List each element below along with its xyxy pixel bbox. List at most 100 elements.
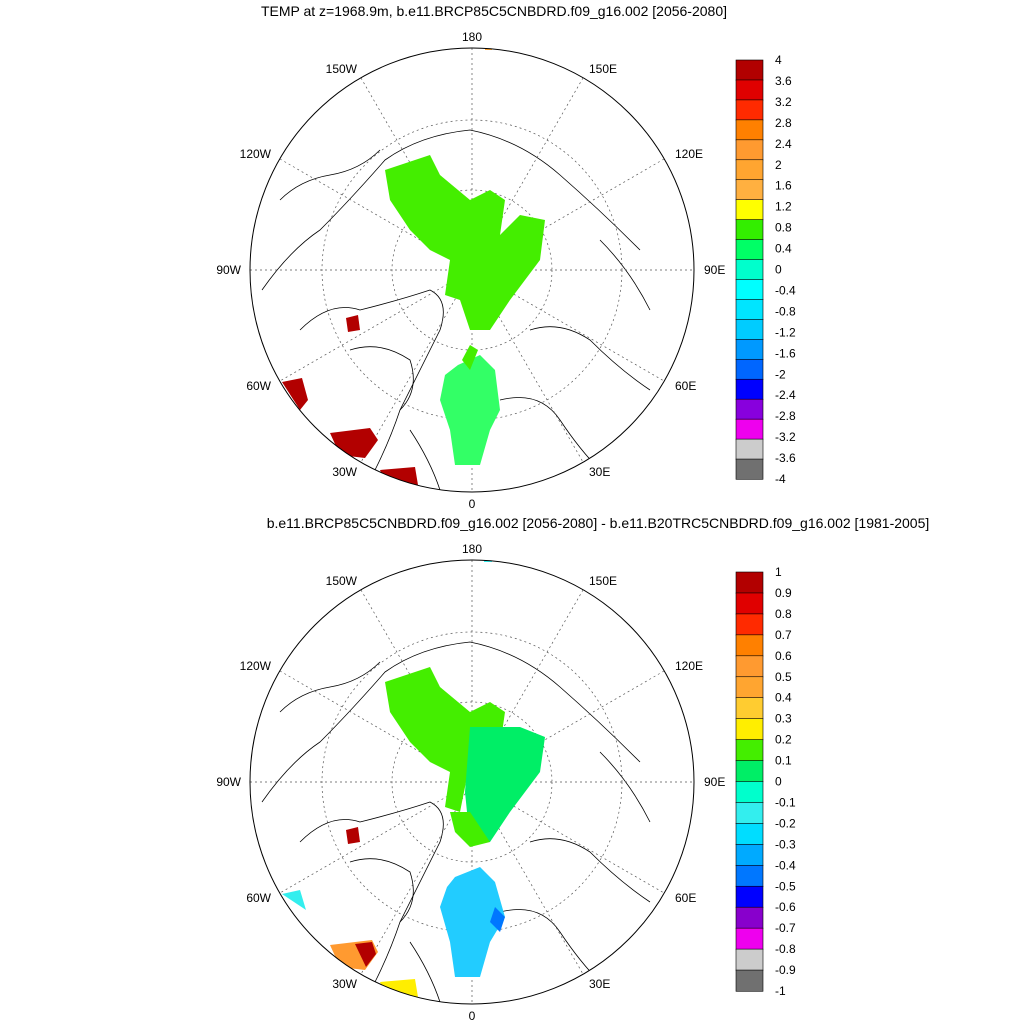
colorbar-swatch xyxy=(735,458,764,480)
colorbar-tick-label: -1.6 xyxy=(775,346,796,360)
colorbar-swatch xyxy=(735,739,764,762)
lon-label-150e: 150E xyxy=(589,574,617,588)
colorbar-swatch xyxy=(735,927,764,950)
colorbar-swatch xyxy=(735,339,764,360)
colorbar-tick-label: -1.2 xyxy=(775,325,796,339)
coastlines xyxy=(261,641,651,1003)
panel1-title: TEMP at z=1968.9m, b.e11.BRCP85C5CNBDRD.… xyxy=(260,3,728,19)
lon-label-150e: 150E xyxy=(589,62,617,76)
lon-label-30e: 30E xyxy=(589,977,610,991)
colorbar-swatch xyxy=(735,969,764,992)
colorbar-swatch xyxy=(735,418,764,440)
colorbar-swatch xyxy=(735,279,764,301)
colorbar-tick-label: -3.6 xyxy=(775,451,796,465)
lon-label-150w: 150W xyxy=(326,62,358,76)
colorbar-tick-label: 0.2 xyxy=(775,733,792,747)
colorbar-tick-label: 0.6 xyxy=(775,649,792,663)
colorbar-tick-label: 1 xyxy=(775,565,782,579)
colorbar-tick-label: 4 xyxy=(775,53,782,67)
lon-label-180: 180 xyxy=(462,542,482,556)
colorbar-swatch xyxy=(735,844,764,866)
colorbar-tick-label: 0.8 xyxy=(775,221,792,235)
colorbar-tick-label: -1 xyxy=(775,984,786,998)
colorbar-tick-label: -0.8 xyxy=(775,942,796,956)
colorbar-tick-label: -2 xyxy=(775,367,786,381)
colorbar-tick-label: -0.9 xyxy=(775,963,796,977)
colorbar-swatch xyxy=(735,259,764,281)
colorbar-swatch xyxy=(735,781,764,804)
colorbar-tick-label: -0.6 xyxy=(775,900,796,914)
colorbar-swatch xyxy=(735,378,764,400)
lon-label-150w: 150W xyxy=(326,574,358,588)
panel2-data-field xyxy=(282,560,545,997)
lon-label-120w: 120W xyxy=(240,659,272,673)
colorbar-tick-label: -0.5 xyxy=(775,879,796,893)
lon-label-30w: 30W xyxy=(332,977,357,991)
colorbar-swatch xyxy=(735,885,764,908)
colorbar-tick-label: 1.6 xyxy=(775,179,792,193)
lon-label-30w: 30W xyxy=(332,465,357,479)
colorbar-tick-label: 3.2 xyxy=(775,95,792,109)
lon-label-120w: 120W xyxy=(240,147,272,161)
colorbar-tick-label: 2.8 xyxy=(775,116,792,130)
colorbar-swatch xyxy=(735,823,764,845)
colorbar-tick-label: 0.9 xyxy=(775,586,792,600)
panel2-polar-map: 180 0 90W 90E 150W 120W 60W 30W 150E 120… xyxy=(216,542,796,1023)
colorbar-swatch xyxy=(735,319,764,340)
lon-label-60w: 60W xyxy=(246,891,271,905)
colorbar-tick-label: 0.4 xyxy=(775,691,792,705)
colorbar-tick-label: 1.2 xyxy=(775,200,792,214)
colorbar-tick-label: 0.3 xyxy=(775,712,792,726)
colorbar-swatch xyxy=(735,948,764,971)
colorbar-tick-label: 0 xyxy=(775,775,782,789)
colorbar-swatch xyxy=(735,119,764,141)
colorbar-swatch xyxy=(735,438,764,460)
colorbar-swatch xyxy=(735,79,764,101)
colorbar-tick-label: 2.4 xyxy=(775,137,792,151)
colorbar-swatch xyxy=(735,199,764,221)
colorbar-tick-label: 3.6 xyxy=(775,74,792,88)
colorbar-tick-label: -0.8 xyxy=(775,304,796,318)
lon-label-90e: 90E xyxy=(704,775,725,789)
panel1-colorbar: 4 3.6 3.2 2.8 2.4 2 1.6 1.2 0.8 0.4 0 -0.4 -0.8 -1.2 -… xyxy=(735,53,796,486)
map-boundary xyxy=(249,47,695,493)
colorbar-swatch xyxy=(735,592,764,615)
colorbar-swatch xyxy=(735,655,764,678)
colorbar-tick-label: -0.7 xyxy=(775,921,796,935)
colorbar-tick-label: 2 xyxy=(775,158,782,172)
lon-label-90w: 90W xyxy=(216,775,241,789)
lon-label-30e: 30E xyxy=(589,465,610,479)
colorbar-tick-label: -3.2 xyxy=(775,430,796,444)
map-boundary xyxy=(249,559,695,1005)
colorbar-swatch xyxy=(735,906,764,929)
lon-label-0: 0 xyxy=(469,1009,476,1023)
colorbar-tick-label: -0.1 xyxy=(775,795,796,809)
colorbar-swatch xyxy=(735,299,764,320)
colorbar-tick-label: -2.8 xyxy=(775,409,796,423)
colorbar-swatch xyxy=(735,179,764,201)
colorbar-tick-label: -0.2 xyxy=(775,816,796,830)
colorbar-swatch xyxy=(735,802,764,825)
lon-label-0: 0 xyxy=(469,497,476,511)
lon-label-60e: 60E xyxy=(675,379,696,393)
colorbar-swatch xyxy=(735,159,764,181)
panel1-polar-map: 180 0 90W 90E 150W 120W 60W 30W 150E 120… xyxy=(216,30,796,511)
colorbar-swatch xyxy=(735,676,764,699)
lon-label-60e: 60E xyxy=(675,891,696,905)
colorbar-tick-label: 0 xyxy=(775,263,782,277)
panel1-longitude-labels: 180 0 90W 90E 150W 120W 60W 30W 150E 120… xyxy=(216,30,725,511)
panel2-longitude-labels: 180 0 90W 90E 150W 120W 60W 30W 150E 120… xyxy=(216,542,725,1023)
panel2-title: b.e11.BRCP85C5CNBDRD.f09_g16.002 [2056-2… xyxy=(266,515,930,531)
colorbar-tick-label: 0.4 xyxy=(775,242,792,256)
colorbar-swatch xyxy=(735,697,764,720)
panel2-colorbar: 1 0.9 0.8 0.7 0.6 0.5 0.4 0.3 0.2 0.1 0 -0.1 -0.2 -0.… xyxy=(735,565,796,998)
colorbar-tick-label: -0.3 xyxy=(775,837,796,851)
lon-label-90w: 90W xyxy=(216,263,241,277)
colorbar-swatch xyxy=(735,59,764,81)
colorbar-tick-label: -4 xyxy=(775,472,786,486)
lon-label-120e: 120E xyxy=(675,659,703,673)
colorbar-tick-label: -0.4 xyxy=(775,858,796,872)
lon-label-60w: 60W xyxy=(246,379,271,393)
colorbar-swatch xyxy=(735,718,764,741)
colorbar-swatch xyxy=(735,634,764,657)
